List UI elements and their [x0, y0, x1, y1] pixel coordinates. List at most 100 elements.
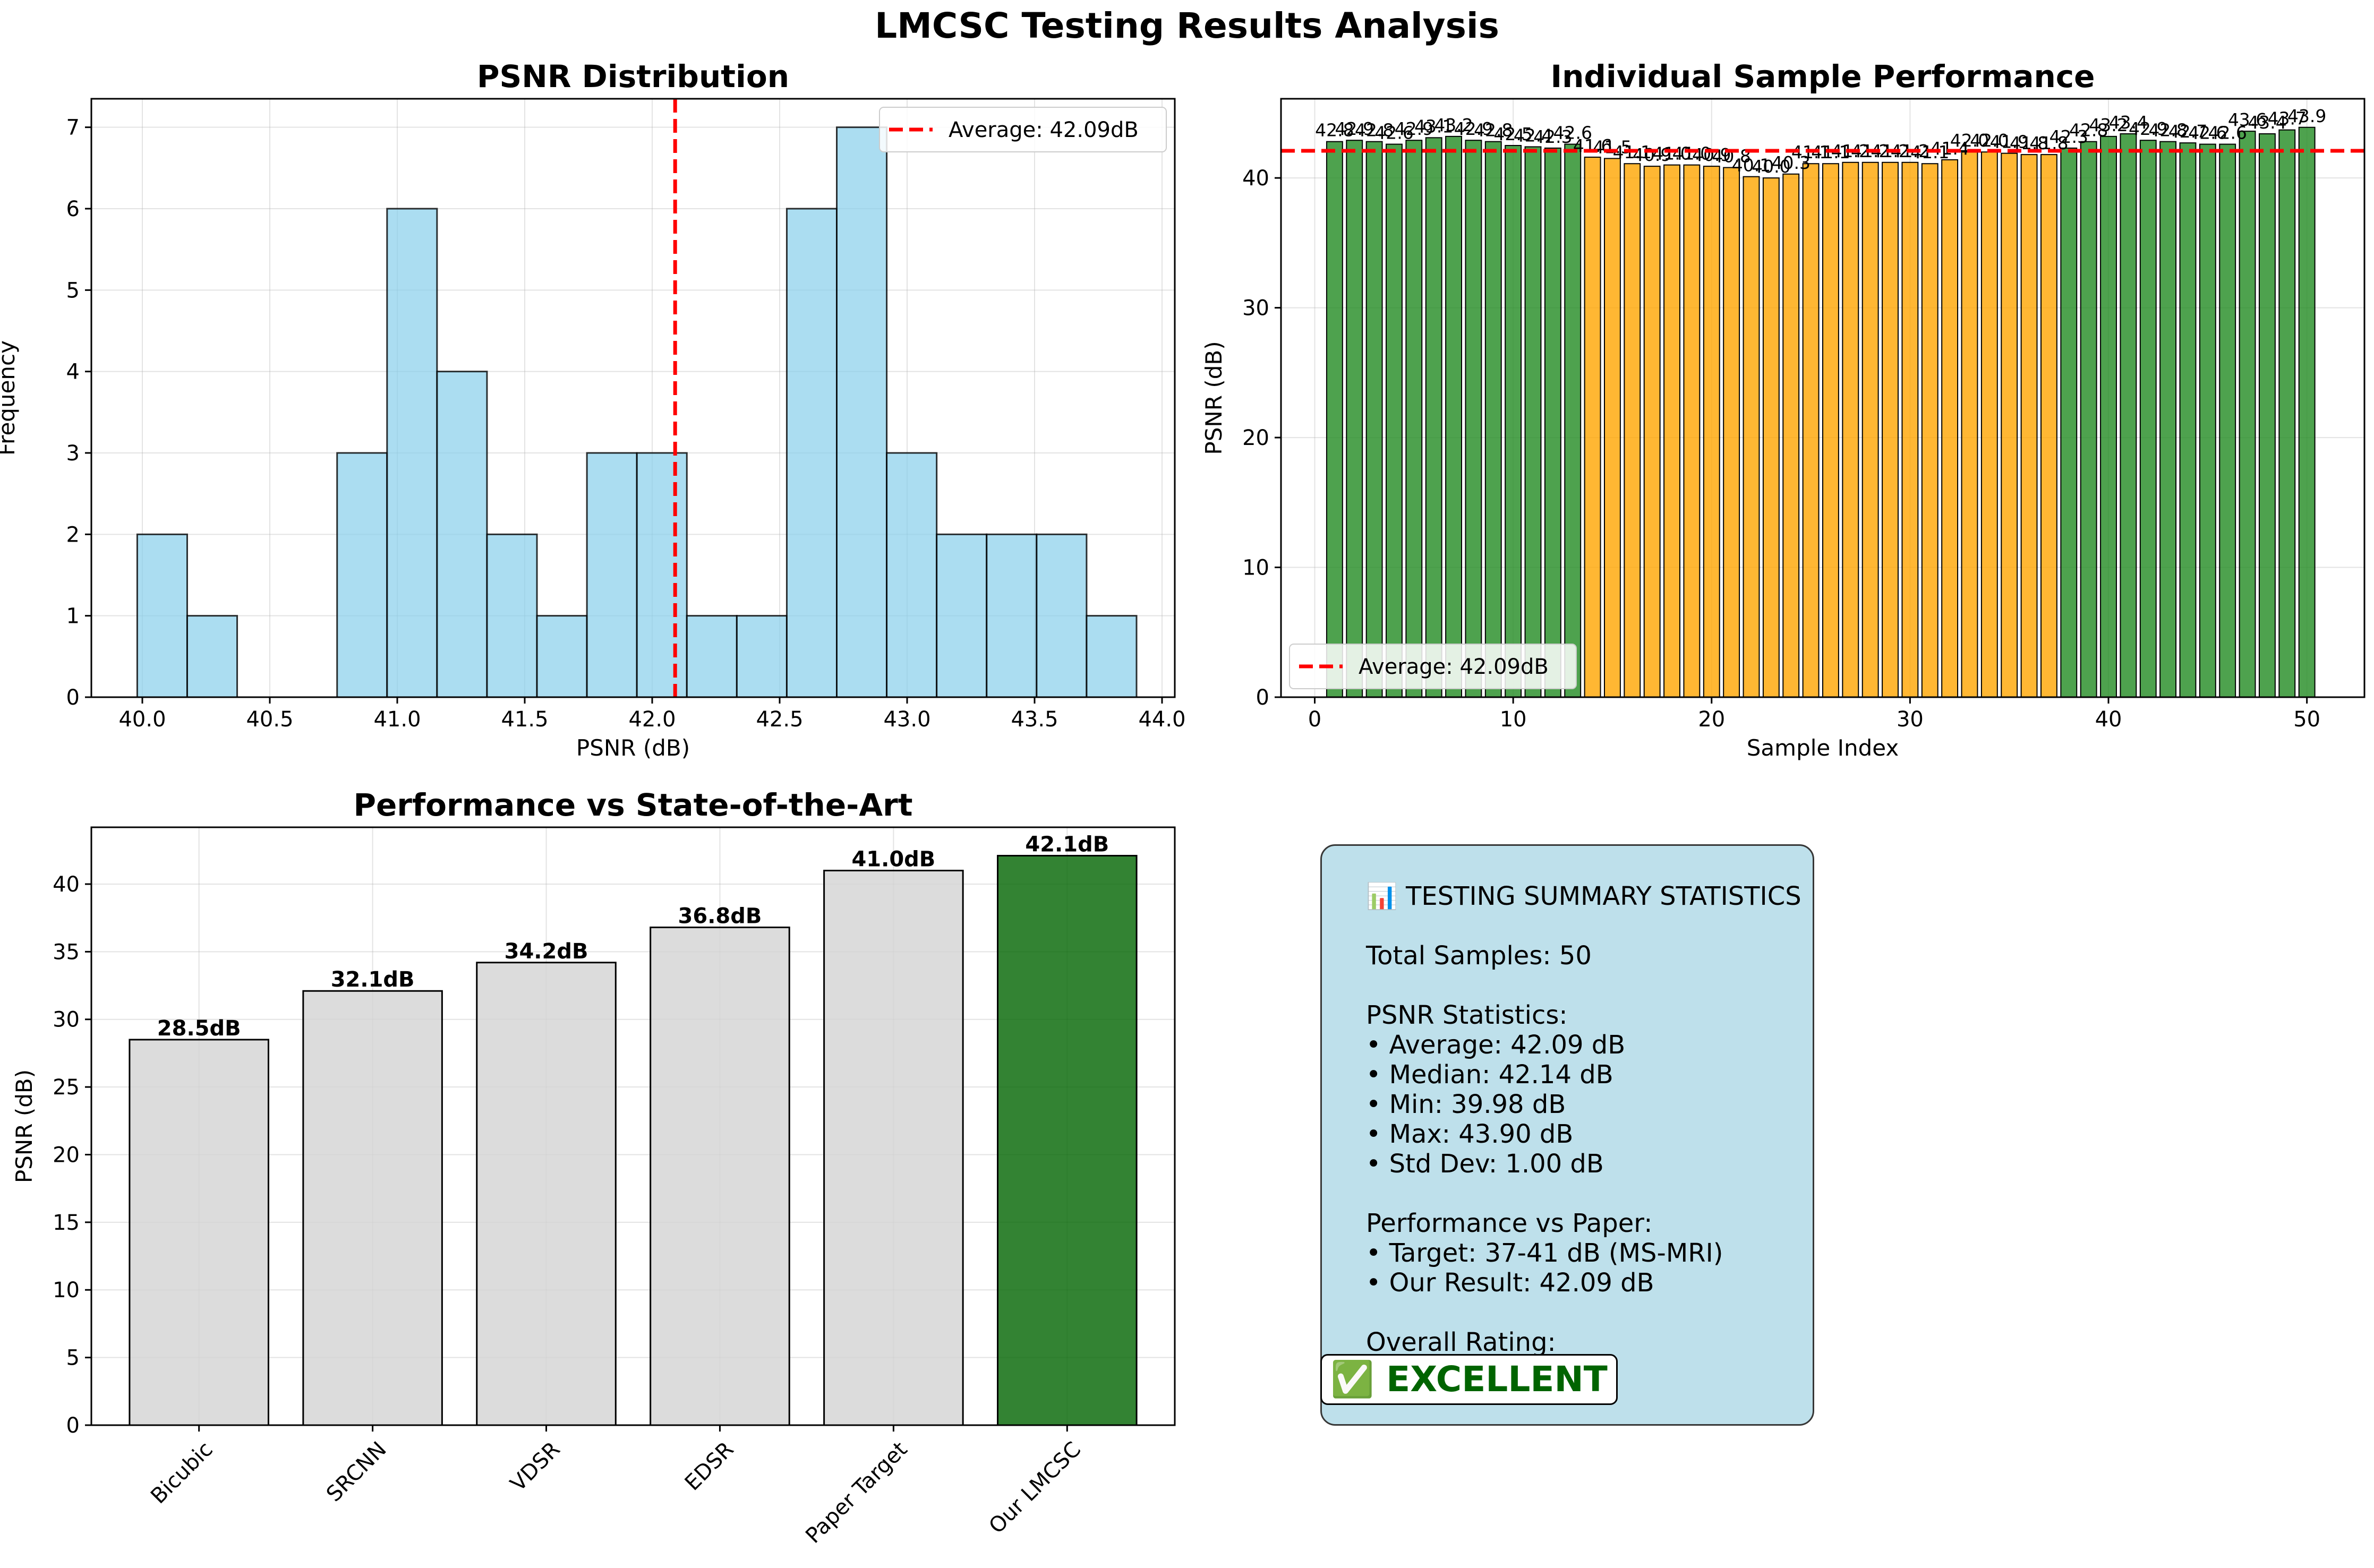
sample-value-label: 43.6: [2228, 109, 2267, 130]
sample-value-label: 41.5: [1593, 136, 1632, 157]
sample-value-label: 42.8: [1474, 120, 1513, 141]
y-tick-label: 20: [53, 1143, 80, 1167]
bar-value-label: 42.1dB: [1025, 832, 1109, 856]
x-axis-label: Sample Index: [1747, 735, 1899, 761]
sample-bar: [2040, 154, 2057, 698]
legend-box: [1289, 644, 1577, 689]
sample-value-label: 43.1: [1414, 116, 1453, 136]
sample-bar: [1544, 147, 1561, 698]
x-tick-label: 43.0: [883, 707, 930, 732]
y-tick-label: 0: [1256, 686, 1269, 710]
x-tick-label: 0: [1308, 707, 1321, 732]
sample-bar: [1723, 167, 1740, 698]
rating-badge: ✅ EXCELLENT: [1320, 1354, 1618, 1405]
sample-value-label: 43.2: [2089, 115, 2128, 135]
sample-bar: [1326, 141, 1343, 698]
sample-bar: [2100, 135, 2117, 698]
sample-bar: [2001, 152, 2018, 698]
comparison-bar: [302, 990, 443, 1426]
bar-value-label: 41.0dB: [851, 847, 935, 872]
sample-bar: [2139, 140, 2157, 698]
histogram-bar: [785, 208, 838, 698]
y-tick-label: 10: [53, 1278, 80, 1303]
sample-bar: [1703, 166, 1720, 698]
x-tick-label: Paper Target: [801, 1437, 912, 1548]
sample-bar: [1484, 141, 1502, 698]
sample-bar: [1425, 137, 1442, 698]
sample-value-label: 42.8: [2069, 120, 2108, 141]
comparison-bar: [997, 854, 1138, 1426]
sample-bar: [2219, 143, 2236, 698]
y-tick-label: 7: [66, 116, 80, 140]
sample-value-label: 42.0: [1970, 130, 2009, 151]
histogram-bar: [586, 452, 638, 698]
histogram-bar: [536, 615, 588, 698]
sample-value-label: 42.9: [2129, 118, 2167, 139]
legend-box: [879, 107, 1167, 152]
sample-bar: [2080, 141, 2097, 698]
x-tick-label: 40.5: [246, 707, 293, 732]
x-tick-label: 41.5: [501, 707, 548, 732]
sample-value-label: 40.3: [1771, 152, 1810, 173]
y-axis-label: PSNR (dB): [11, 1069, 37, 1183]
y-tick-label: 4: [66, 360, 80, 384]
histogram-bar: [436, 371, 488, 698]
x-axis-label: PSNR (dB): [576, 735, 690, 761]
bar-value-label: 36.8dB: [678, 904, 762, 929]
sample-bar: [1386, 143, 1403, 698]
y-tick-label: 10: [1242, 556, 1269, 580]
y-tick-label: 30: [53, 1008, 80, 1032]
summary-text: 📊 TESTING SUMMARY STATISTICS Total Sampl…: [1366, 881, 1801, 1357]
sample-bar: [1980, 151, 1998, 698]
sample-bar: [2159, 141, 2177, 698]
sample-value-label: 42.0: [1950, 130, 1989, 151]
x-tick-label: 43.5: [1011, 707, 1058, 732]
sample-value-label: 41.9: [1989, 132, 2028, 152]
sample-bar: [1405, 140, 1423, 698]
sample-bar: [2020, 154, 2038, 698]
sample-value-label: 42.5: [1493, 124, 1532, 144]
histogram-bar: [1086, 615, 1138, 698]
x-tick-label: 42.5: [756, 707, 803, 732]
y-tick-label: 0: [66, 1413, 80, 1438]
x-tick-label: EDSR: [680, 1437, 739, 1496]
x-tick-label: Our LMCSC: [984, 1437, 1086, 1539]
histogram-bar: [986, 533, 1038, 698]
sample-value-label: 43.4: [2109, 112, 2148, 133]
sample-value-label: 43.9: [2287, 106, 2326, 126]
sample-bar: [1842, 161, 1859, 698]
chart-title: Performance vs State-of-the-Art: [354, 787, 913, 823]
sample-value-label: 40.1: [1732, 155, 1771, 176]
sample-value-label: 40.0: [1752, 156, 1790, 177]
histogram-bar: [486, 533, 538, 698]
x-tick-label: 30: [1897, 707, 1924, 732]
sample-bar: [1365, 141, 1383, 698]
sample-bar: [1961, 151, 1978, 698]
sample-bar: [1465, 140, 1482, 698]
histogram-bar: [136, 533, 188, 698]
sample-value-label: 43.7: [2268, 108, 2307, 129]
y-tick-label: 5: [66, 1346, 80, 1370]
y-tick-label: 1: [66, 604, 80, 629]
sample-value-label: 41.0: [1672, 143, 1711, 164]
sample-value-label: 42.9: [1454, 118, 1493, 139]
sample-bar: [2120, 133, 2137, 698]
sample-value-label: 43.2: [1434, 115, 1473, 135]
sample-bar: [1346, 140, 1363, 698]
sample-bar: [1683, 164, 1701, 698]
sample-bar: [1941, 159, 1959, 698]
x-tick-label: VDSR: [506, 1437, 565, 1496]
chart-title: PSNR Distribution: [477, 58, 789, 95]
comparison-bar: [129, 1039, 269, 1426]
bar-value-label: 34.2dB: [505, 939, 588, 964]
histogram-bar: [836, 126, 888, 698]
sample-value-label: 42.3: [2050, 126, 2088, 147]
x-tick-label: 20: [1698, 707, 1725, 732]
comparison-bar: [650, 927, 790, 1426]
histogram-bar: [686, 615, 738, 698]
comparison-bar: [476, 962, 617, 1426]
sample-bar: [1743, 176, 1760, 698]
sample-value-label: 42.7: [2168, 121, 2207, 142]
sample-value-label: 42.6: [2188, 123, 2227, 143]
x-tick-label: Bicubic: [146, 1437, 218, 1509]
